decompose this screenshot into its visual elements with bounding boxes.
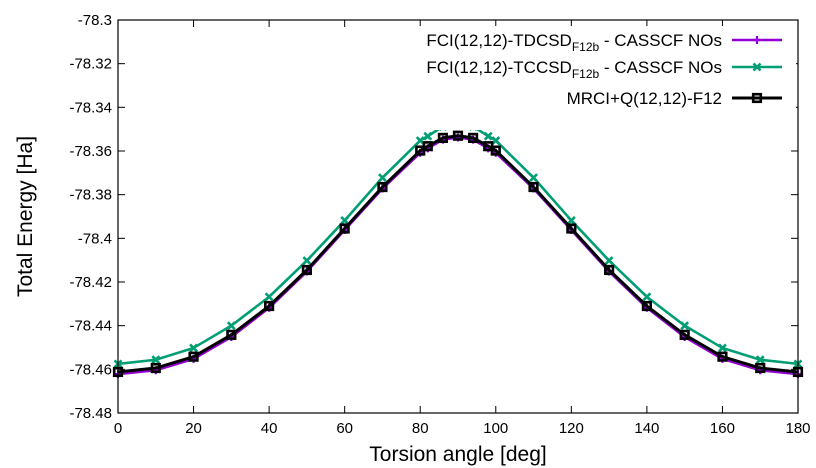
data-point [566,216,576,225]
plot-frame [117,19,799,414]
data-point [437,132,448,144]
series-2 [113,117,803,369]
y-tick-label: -78.34 [69,99,112,116]
series-line [117,136,799,376]
data-point [566,223,577,234]
series-line [117,134,799,374]
x-tick-label: 20 [185,420,202,437]
data-point [226,329,237,340]
legend-background [376,26,796,130]
legend-marker [752,62,762,72]
data-point [491,136,501,145]
data-point [604,264,615,276]
data-point [150,362,161,374]
y-tick-label: -78.48 [69,405,112,422]
data-point [151,355,161,365]
data-point [301,264,312,276]
x-tick-label: 100 [483,420,508,437]
legend-label: MRCI+Q(12,12)-F12 [567,89,722,108]
legend-label: FCI(12,12)-TCCSDF12b - CASSCF NOs [426,58,722,81]
data-point [378,173,387,183]
data-point [755,355,765,365]
y-tick-label: -78.3 [78,12,112,29]
y-tick-label: -78.44 [69,318,112,335]
x-axis-label: Torsion angle [deg] [369,443,546,466]
data-point [302,256,312,266]
legend-label: FCI(12,12)-TDCSDF12b - CASSCF NOs [426,31,722,54]
data-point [264,292,274,302]
data-point [422,141,433,152]
axis-ticks: 0 20 40 60 80 100 120 140 160 180 -78.3 -78.32 -78.3… [69,12,810,437]
series-line [117,120,799,366]
x-tick-label: 140 [634,420,659,437]
data-point [340,216,350,225]
data-point [468,132,479,144]
data-point [226,321,236,331]
data-point [680,321,690,331]
data-point [755,362,766,374]
y-tick-label: -78.38 [69,187,112,204]
data-point [423,131,433,141]
data-point [604,256,614,266]
data-point [529,173,538,183]
x-tick-label: 60 [336,420,353,437]
data-point [377,181,388,193]
series-3 [112,130,804,378]
y-tick-label: -78.4 [78,230,112,247]
x-tick-label: 180 [785,420,810,437]
y-tick-label: -78.42 [69,274,112,291]
x-tick-label: 160 [710,420,735,437]
data-point [679,329,690,340]
legend-entry-1: FCI(12,12)-TDCSDF12b - CASSCF NOs [426,31,782,54]
data-point [528,181,539,193]
y-tick-label: -78.46 [69,361,112,378]
x-tick-label: 40 [261,420,278,437]
data-point [415,136,425,145]
data-point [490,145,501,156]
data-point [452,130,464,141]
data-point [188,351,199,362]
y-tick-label: -78.32 [69,56,112,73]
data-point [642,292,652,302]
legend-entry-2: FCI(12,12)-TCCSDF12b - CASSCF NOs [426,58,782,81]
data-point [189,343,198,353]
data-point [264,300,275,312]
data-point [339,223,350,234]
data-point [483,131,493,141]
data-point [717,351,728,362]
legend-marker [753,36,761,44]
x-tick-label: 120 [559,420,584,437]
x-tick-label: 80 [412,420,429,437]
legend-marker [751,92,763,104]
y-axis-label: Total Energy [Ha] [14,136,37,297]
x-tick-label: 0 [114,420,122,437]
y-tick-label: -78.36 [69,143,112,160]
data-point [718,343,727,353]
legend: FCI(12,12)-TDCSDF12b - CASSCF NOs FCI(12,… [376,26,796,130]
legend-entry-3: MRCI+Q(12,12)-F12 [567,89,782,108]
data-point [641,300,652,312]
plot-series [112,117,804,379]
